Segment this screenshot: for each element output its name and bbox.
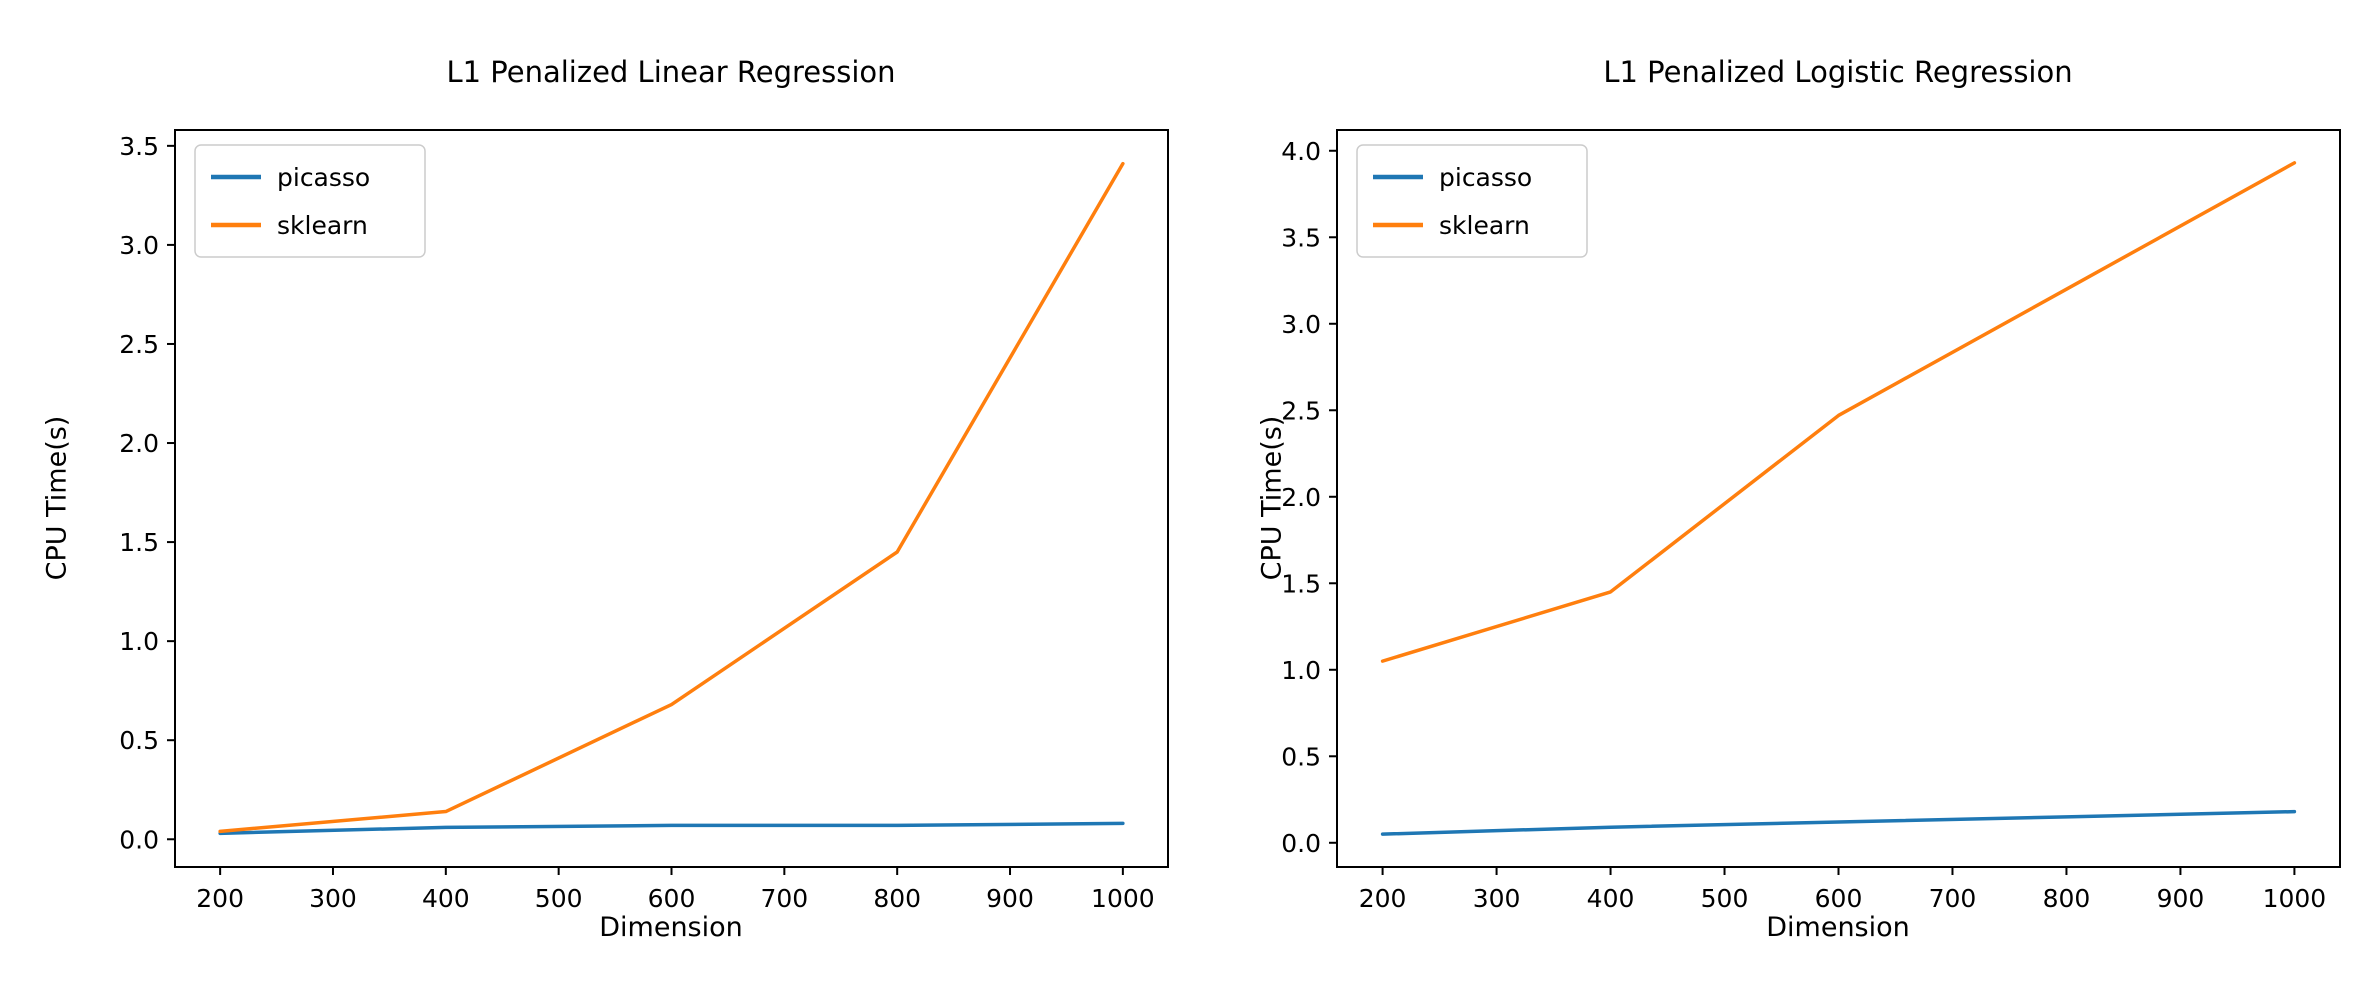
x-tick-label: 600 xyxy=(648,884,696,913)
x-tick-label: 400 xyxy=(422,884,470,913)
series-line-picasso xyxy=(1380,809,2297,836)
y-tick-label: 1.5 xyxy=(119,528,159,557)
legend-box xyxy=(194,144,426,258)
y-tick-label: 4.0 xyxy=(1281,137,1321,166)
logistic-regression-plot: 200 300 400 500 600 700 800 900 1000 0.0 0.5 1.0 1.5… xyxy=(1281,129,2341,913)
y-tick-label: 0.5 xyxy=(119,726,159,755)
x-tick-label: 900 xyxy=(2157,884,2205,913)
series-line-picasso xyxy=(218,821,1125,836)
y-tick-label: 2.5 xyxy=(119,330,159,359)
y-tick-label: 2.0 xyxy=(1281,483,1321,512)
y-tick-label: 0.0 xyxy=(119,825,159,854)
x-tick-label: 900 xyxy=(986,884,1034,913)
series-line-sklearn xyxy=(1380,161,2297,663)
y-tick-label: 2.5 xyxy=(1281,396,1321,425)
x-tick-label: 300 xyxy=(309,884,357,913)
y-tick-label: 1.5 xyxy=(1281,569,1321,598)
x-tick-label: 600 xyxy=(1815,884,1863,913)
x-tick-label: 700 xyxy=(760,884,808,913)
x-tick-label: 300 xyxy=(1473,884,1521,913)
x-tick-label: 700 xyxy=(1929,884,1977,913)
y-tick-label: 3.0 xyxy=(1281,310,1321,339)
x-tick-label: 800 xyxy=(2043,884,2091,913)
x-tick-label: 200 xyxy=(1359,884,1407,913)
x-axis-label-logistic: Dimension xyxy=(1766,912,1910,943)
y-tick-label: 1.0 xyxy=(1281,656,1321,685)
x-tick-label: 800 xyxy=(873,884,921,913)
y-tick-label: 2.0 xyxy=(119,429,159,458)
x-tick-label: 1000 xyxy=(1091,884,1155,913)
legend-label-picasso: picasso xyxy=(277,163,370,192)
legend-label-picasso: picasso xyxy=(1439,163,1532,192)
x-axis-label-linear: Dimension xyxy=(599,912,743,943)
series-line-sklearn xyxy=(218,161,1125,834)
legend-label-sklearn: sklearn xyxy=(1439,211,1530,240)
x-tick-label: 500 xyxy=(535,884,583,913)
y-tick-label: 0.0 xyxy=(1281,829,1321,858)
y-tick-label: 3.5 xyxy=(1281,223,1321,252)
legend-box xyxy=(1356,144,1588,258)
x-tick-label: 400 xyxy=(1587,884,1635,913)
x-tick-label: 200 xyxy=(196,884,244,913)
y-tick-label: 3.5 xyxy=(119,132,159,161)
legend-label-sklearn: sklearn xyxy=(277,211,368,240)
y-tick-label: 0.5 xyxy=(1281,742,1321,771)
x-tick-label: 1000 xyxy=(2263,884,2327,913)
y-tick-label: 3.0 xyxy=(119,231,159,260)
chart-title-linear: L1 Penalized Linear Regression xyxy=(446,55,896,89)
chart-title-logistic: L1 Penalized Logistic Regression xyxy=(1603,55,2073,89)
linear-regression-plot: 200 300 400 500 600 700 800 900 1000 0.0 0.5 1.0 1.5… xyxy=(119,129,1169,913)
y-tick-label: 1.0 xyxy=(119,627,159,656)
x-tick-label: 500 xyxy=(1701,884,1749,913)
